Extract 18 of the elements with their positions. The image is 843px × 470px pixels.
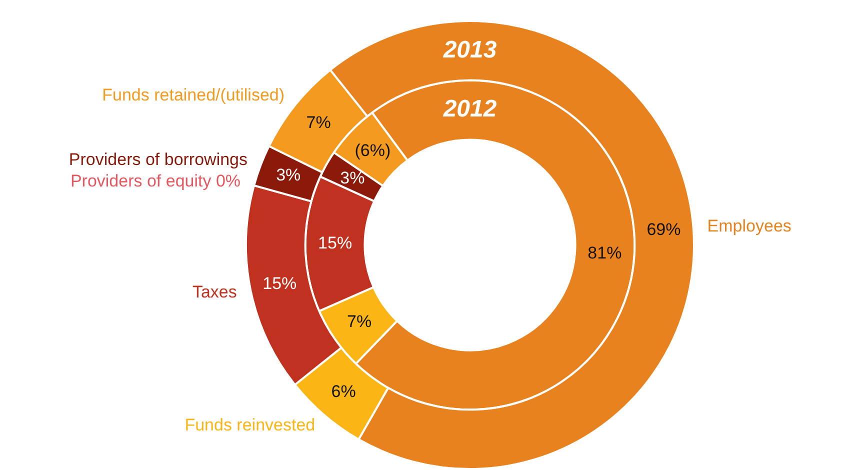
slice-label: Funds reinvested [184, 415, 316, 434]
slice-label: Employees [707, 216, 792, 236]
data-label: 81% [588, 243, 622, 262]
slice-label: Taxes [192, 282, 237, 302]
data-label: 3% [340, 168, 365, 188]
data-label: 3% [276, 166, 301, 185]
data-label: 69% [646, 220, 681, 239]
data-label: 6% [331, 382, 356, 402]
data-label: (6%) [354, 141, 391, 160]
data-label: 15% [262, 274, 297, 293]
data-label: 7% [347, 312, 372, 331]
category-label: Providers of equity 0% [70, 171, 241, 190]
slice-label: Providers of borrowings [68, 150, 248, 170]
slice-label: 2012 [442, 96, 498, 123]
slice-label: 2013 [442, 36, 498, 64]
slice-label: Funds retained/(utilised) [102, 86, 285, 105]
data-label: 15% [318, 234, 352, 253]
data-label: 7% [306, 112, 331, 132]
